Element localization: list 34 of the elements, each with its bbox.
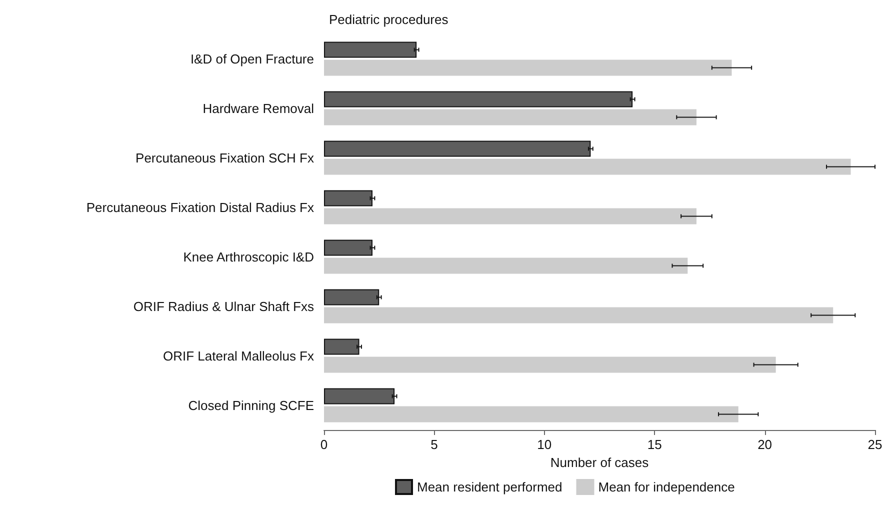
y-tick-label: ORIF Radius & Ulnar Shaft Fxs bbox=[133, 298, 314, 314]
bar bbox=[324, 289, 380, 306]
x-tick-label: 25 bbox=[868, 437, 882, 452]
bar bbox=[324, 307, 834, 324]
y-tick-label: ORIF Lateral Malleolus Fx bbox=[163, 348, 314, 364]
bar bbox=[324, 240, 372, 256]
bar bbox=[324, 208, 696, 224]
y-tick-label: Knee Arthroscopic I&D bbox=[183, 249, 314, 264]
bar bbox=[324, 60, 732, 76]
y-tick-label: Percutaneous Fixation Distal Radius Fx bbox=[86, 200, 314, 215]
bar bbox=[324, 42, 417, 58]
bar bbox=[324, 190, 372, 206]
x-tick-label: 10 bbox=[537, 437, 552, 452]
bar bbox=[324, 91, 633, 108]
bar bbox=[324, 158, 851, 175]
legend-label: Mean resident performed bbox=[417, 480, 562, 494]
y-tick-label: I&D of Open Fracture bbox=[190, 51, 314, 66]
x-axis-title: Number of cases bbox=[550, 454, 650, 470]
bar bbox=[324, 109, 696, 126]
y-tick-label: Closed Pinning SCFE bbox=[188, 398, 314, 413]
x-tick-label: 15 bbox=[647, 437, 662, 452]
x-tick-label: 5 bbox=[430, 437, 438, 452]
chart-title: Pediatric procedures bbox=[329, 12, 449, 27]
bar bbox=[324, 140, 591, 157]
bar bbox=[324, 356, 776, 373]
bar bbox=[324, 258, 688, 274]
legend-label: Mean for independence bbox=[598, 480, 735, 494]
bar bbox=[324, 406, 738, 422]
y-tick-label: Hardware Removal bbox=[202, 100, 314, 116]
x-tick-label: 20 bbox=[758, 437, 772, 452]
bar bbox=[324, 338, 360, 355]
bar bbox=[324, 388, 395, 404]
y-tick-label: Percutaneous Fixation SCH Fx bbox=[136, 150, 314, 166]
x-tick-label: 0 bbox=[320, 437, 328, 452]
